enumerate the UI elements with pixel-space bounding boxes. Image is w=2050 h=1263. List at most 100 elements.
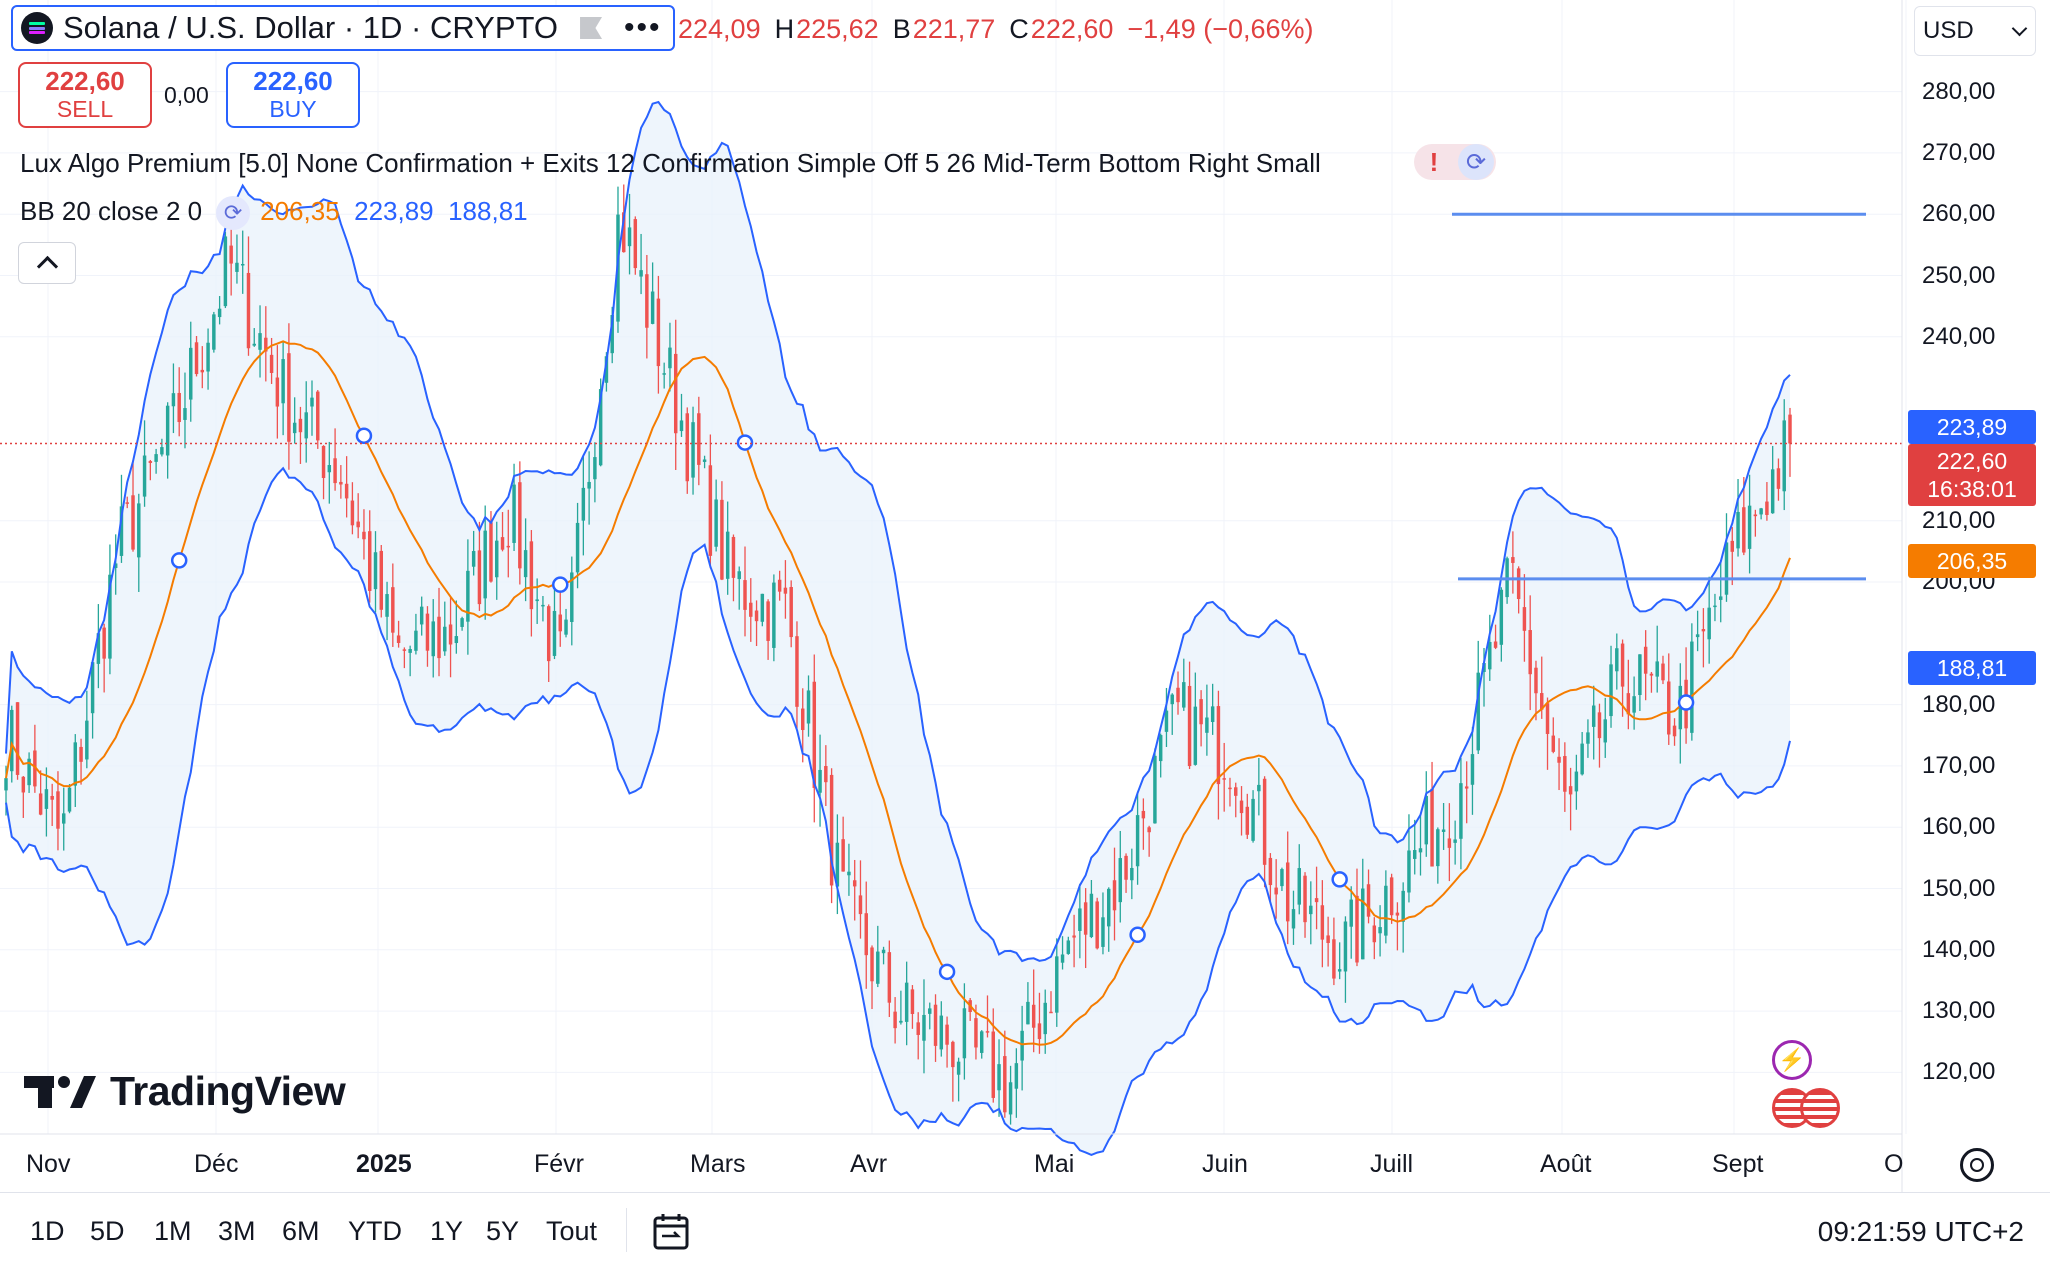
- candle: [1747, 505, 1752, 549]
- candle: [1493, 641, 1498, 648]
- candle: [1545, 703, 1550, 734]
- candle: [1343, 921, 1348, 972]
- collapse-legend-button[interactable]: [18, 242, 76, 284]
- candle: [1511, 557, 1515, 563]
- candle: [67, 787, 72, 812]
- candle: [546, 606, 551, 662]
- candle: [720, 499, 724, 580]
- candle: [899, 1020, 903, 1023]
- candle: [633, 219, 638, 269]
- candle: [1008, 1082, 1013, 1115]
- range-button-ytd[interactable]: YTD: [348, 1216, 402, 1246]
- range-button-1d[interactable]: 1D: [30, 1216, 65, 1246]
- range-button-3m[interactable]: 3M: [218, 1216, 256, 1246]
- candle: [235, 262, 239, 272]
- candle: [518, 482, 522, 569]
- price-chart[interactable]: [0, 0, 2050, 1192]
- candle: [1199, 699, 1203, 725]
- solana-logo-icon: [21, 12, 53, 44]
- candle: [96, 633, 101, 664]
- candle: [33, 750, 37, 787]
- candle: [1424, 795, 1429, 845]
- candle: [841, 839, 845, 872]
- candle: [62, 813, 66, 824]
- candle: [287, 353, 291, 442]
- lightning-event-icon[interactable]: ⚡: [1772, 1040, 1812, 1080]
- calendar-range-icon[interactable]: [652, 1212, 692, 1252]
- more-options-icon[interactable]: •••: [624, 11, 662, 44]
- lux-algo-badges[interactable]: ! ⟳: [1414, 144, 1496, 180]
- candle: [1389, 877, 1394, 916]
- candle: [1655, 661, 1659, 677]
- candle: [581, 487, 586, 521]
- candle: [1643, 646, 1648, 674]
- bollinger-band-fill: [6, 102, 1790, 1155]
- candle: [772, 582, 776, 648]
- time-axis-label: Nov: [26, 1150, 71, 1178]
- sell-button[interactable]: 222,60 SELL: [18, 62, 152, 128]
- lux-algo-legend[interactable]: Lux Algo Premium [5.0] None Confirmation…: [20, 148, 1321, 178]
- candle: [610, 315, 614, 354]
- candle: [1499, 589, 1504, 645]
- candle: [1280, 869, 1284, 887]
- refresh-icon[interactable]: ⟳: [216, 196, 251, 231]
- range-button-5d[interactable]: 5D: [90, 1216, 125, 1246]
- time-axis-label: Avr: [850, 1150, 888, 1178]
- buy-button[interactable]: 222,60 BUY: [226, 62, 360, 128]
- candle: [73, 742, 78, 786]
- candle: [552, 610, 557, 656]
- us-flag-event-icon[interactable]: [1800, 1088, 1840, 1128]
- candle: [1447, 838, 1452, 848]
- candle: [189, 347, 193, 400]
- refresh-icon[interactable]: ⟳: [1458, 144, 1494, 180]
- price-axis-label: 280,00: [1922, 77, 1996, 105]
- clock-timezone[interactable]: 09:21:59 UTC+2: [1817, 1216, 2024, 1247]
- candle: [1193, 706, 1198, 765]
- candle: [56, 791, 60, 829]
- candle: [766, 601, 770, 641]
- spread-value: 0,00: [164, 82, 209, 108]
- flag-icon[interactable]: [580, 17, 603, 39]
- candle: [604, 356, 609, 383]
- symbol-title: Solana / U.S. Dollar · 1D · CRYPTO: [63, 10, 559, 45]
- candle: [1736, 511, 1740, 549]
- warning-icon[interactable]: !: [1429, 146, 1439, 177]
- candle: [679, 420, 684, 432]
- range-button-1m[interactable]: 1M: [154, 1216, 192, 1246]
- candle: [777, 579, 782, 592]
- candle: [1765, 501, 1769, 515]
- candle: [1164, 710, 1169, 732]
- candle: [1066, 940, 1071, 954]
- last-price-value: 222,60: [1936, 448, 2008, 474]
- candle: [1020, 1030, 1024, 1061]
- candle: [448, 624, 453, 645]
- candle: [85, 720, 89, 760]
- candle: [1135, 815, 1140, 867]
- candle: [928, 1008, 932, 1014]
- candle: [1320, 905, 1325, 940]
- candle: [1724, 542, 1729, 595]
- candle: [737, 571, 741, 580]
- candle: [1314, 898, 1319, 903]
- candle: [1551, 735, 1556, 752]
- candle: [939, 1015, 944, 1050]
- candle: [1268, 857, 1273, 886]
- range-button-1y[interactable]: 1Y: [430, 1216, 464, 1246]
- candle: [1274, 887, 1278, 895]
- candle: [985, 1031, 990, 1033]
- bollinger-legend[interactable]: BB 20 close 2 0 ⟳ 206,35 223,89 188,81: [20, 196, 528, 231]
- range-button-5y[interactable]: 5Y: [486, 1216, 520, 1246]
- candle: [310, 397, 314, 407]
- currency-select[interactable]: USD: [1914, 6, 2036, 56]
- candle: [1285, 862, 1290, 922]
- range-button-6m[interactable]: 6M: [282, 1216, 320, 1246]
- candle: [1742, 507, 1746, 553]
- range-button-tout[interactable]: Tout: [546, 1216, 598, 1246]
- price-axis-label: 260,00: [1922, 200, 1996, 228]
- symbol-search-box[interactable]: Solana / U.S. Dollar · 1D · CRYPTO •••: [11, 5, 675, 51]
- settings-icon[interactable]: [1960, 1148, 1994, 1182]
- candle: [1615, 648, 1619, 672]
- candle: [379, 550, 384, 610]
- candle: [50, 796, 54, 800]
- candle: [904, 982, 909, 1022]
